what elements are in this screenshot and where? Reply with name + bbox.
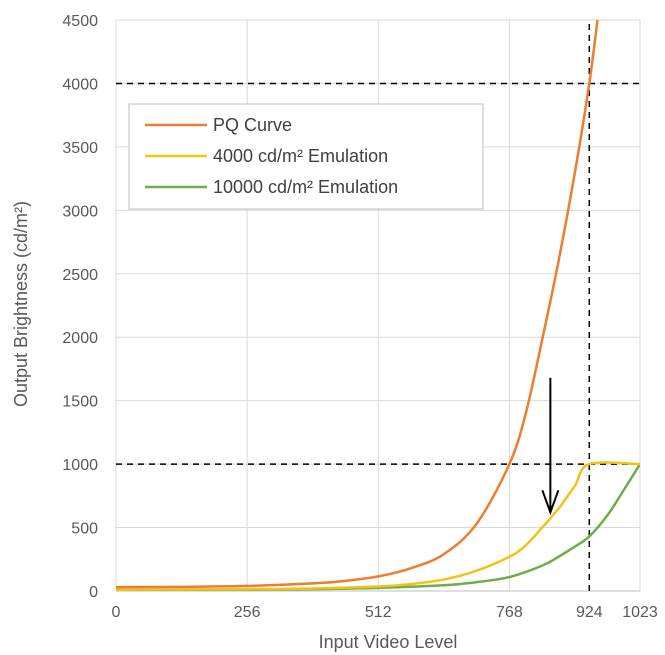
x-tick-label: 1023: [622, 604, 658, 621]
annotation: [541, 377, 560, 516]
y-tick-label: 500: [71, 521, 98, 538]
legend: PQ Curve 4000 cd/m² Emulation 10000 cd/m² …: [128, 103, 484, 210]
x-tick-label: 512: [365, 604, 392, 621]
x-tick-label: 0: [112, 604, 121, 621]
series-line-1: [116, 461, 640, 591]
y-tick-label: 4500: [62, 13, 98, 30]
y-tick-label: 0: [89, 584, 98, 601]
y-tick-label: 1500: [62, 394, 98, 411]
legend-label: 10000 cd/m² Emulation: [213, 177, 398, 197]
series-line-0: [116, 20, 599, 589]
y-tick-label: 3000: [62, 203, 98, 220]
arrow-head: [541, 489, 560, 516]
y-tick-label: 3500: [62, 140, 98, 157]
series-lines: [116, 20, 640, 591]
y-tick-label: 2000: [62, 330, 98, 347]
x-tick-label: 768: [496, 604, 523, 621]
y-tick-labels: 0 500 1000 1500 2000 2500 3000 3500 4000 4500: [62, 13, 98, 601]
y-tick-label: 2500: [62, 267, 98, 284]
y-tick-label: 1000: [62, 457, 98, 474]
x-tick-labels: 0 256 512 768 924 1023: [112, 604, 658, 621]
y-tick-label: 4000: [62, 76, 98, 93]
y-axis-label: Output Brightness (cd/m²): [11, 201, 31, 407]
x-tick-label: 256: [234, 604, 261, 621]
reference-lines: [116, 20, 640, 591]
legend-label: PQ Curve: [213, 115, 292, 135]
x-tick-label: 924: [576, 604, 603, 621]
legend-label: 4000 cd/m² Emulation: [213, 146, 388, 166]
x-axis-label: Input Video Level: [319, 632, 458, 652]
